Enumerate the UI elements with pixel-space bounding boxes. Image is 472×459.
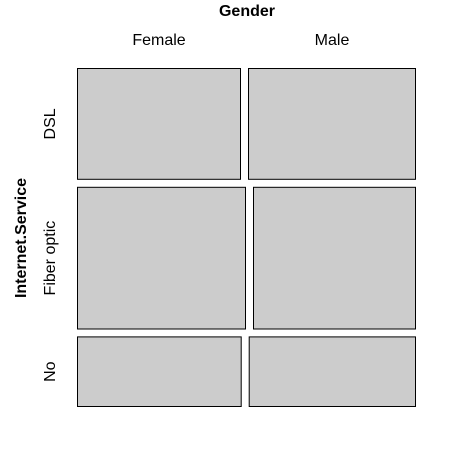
x-category-label: Male [315,32,350,49]
tile-no-male [248,336,416,407]
y-category-labels: DSL Fiber optic No [42,108,59,382]
tile-dsl-female [77,68,241,180]
x-category-label: Female [132,32,185,49]
mosaic-tiles [77,68,416,407]
x-axis-title: Gender [219,3,275,20]
y-category-label: No [42,361,59,382]
y-axis-title: Internet.Service [13,178,30,298]
tile-no-female [77,336,242,407]
x-category-labels: Female Male [132,32,349,49]
tile-fiber-optic-male [253,186,416,330]
y-category-label: Fiber optic [42,221,59,296]
tile-fiber-optic-female [77,186,246,330]
tile-dsl-male [248,68,416,180]
y-category-label: DSL [42,108,59,139]
